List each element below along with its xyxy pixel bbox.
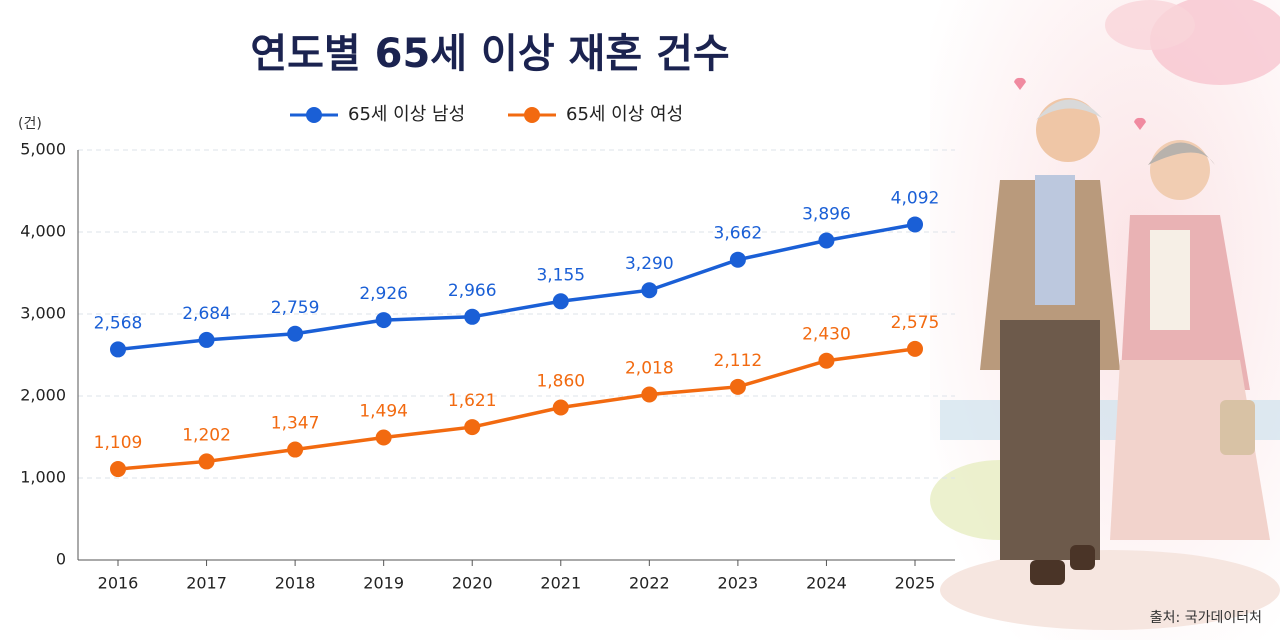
data-point [464,308,481,325]
source: 출처: 국가데이터처 [1150,610,1262,626]
data-label: 3,290 [625,254,674,274]
data-label: 2,018 [625,359,674,379]
x-tick-label: 2016 [98,574,139,593]
data-point [641,282,658,299]
data-point [729,251,746,268]
data-label: 1,621 [448,391,497,411]
data-label: 2,112 [714,351,763,371]
y-axis-unit: (건) [18,116,42,132]
y-tick-label: 1,000 [20,468,66,487]
data-point [287,325,304,342]
y-tick-label: 2,000 [20,386,66,405]
data-point [110,341,126,358]
x-tick-label: 2019 [363,574,404,593]
data-label: 2,575 [891,313,940,333]
chart-title: 연도별 65세 이상 재혼 건수 [250,31,729,77]
data-point [464,419,481,436]
data-point [818,232,835,249]
y-tick-label: 0 [56,550,66,569]
legend-label: 65세 이상 남성 [348,104,465,125]
data-label: 2,684 [182,304,231,324]
x-tick-label: 2024 [806,574,847,593]
data-label: 2,430 [802,325,851,345]
data-label: 1,860 [536,371,585,391]
data-label: 4,092 [891,188,940,208]
data-label: 3,155 [536,265,585,285]
plot-area: 0 1,000 2,000 3,000 4,000 5,000 2016 2017 2018 20… [20,104,955,593]
legend-marker [524,107,540,123]
legend-label: 65세 이상 여성 [566,104,683,125]
data-label: 1,109 [94,433,143,453]
x-tick-label: 2020 [452,574,493,593]
data-point [375,312,392,329]
y-tick-label: 4,000 [20,222,66,241]
data-point [375,429,392,446]
series-line [117,222,916,352]
data-point [110,461,126,478]
data-point [287,441,304,458]
legend-marker [306,107,322,123]
x-tick-label: 2022 [629,574,670,593]
illustration [930,0,1280,640]
data-label: 1,202 [182,425,231,445]
data-point [907,216,923,233]
data-point [198,453,215,470]
data-point [198,331,215,348]
data-point [552,399,569,416]
data-point [641,386,658,403]
data-label: 1,347 [271,414,320,434]
data-label: 2,926 [359,284,408,304]
y-tick-label: 5,000 [20,140,66,159]
data-point [729,378,746,395]
data-label: 2,759 [271,298,320,318]
x-tick-label: 2023 [718,574,759,593]
data-label: 3,662 [714,224,763,244]
data-label: 2,568 [94,313,143,333]
data-label: 2,966 [448,281,497,301]
data-label: 1,494 [359,401,408,421]
data-point [818,352,835,369]
series-line [117,347,916,471]
x-tick-label: 2017 [186,574,227,593]
x-tick-label: 2025 [895,574,936,593]
x-tick-label: 2021 [540,574,581,593]
data-point [552,293,569,310]
x-tick-label: 2018 [275,574,316,593]
y-tick-label: 3,000 [20,304,66,323]
data-point [907,340,923,357]
data-label: 3,896 [802,205,851,225]
